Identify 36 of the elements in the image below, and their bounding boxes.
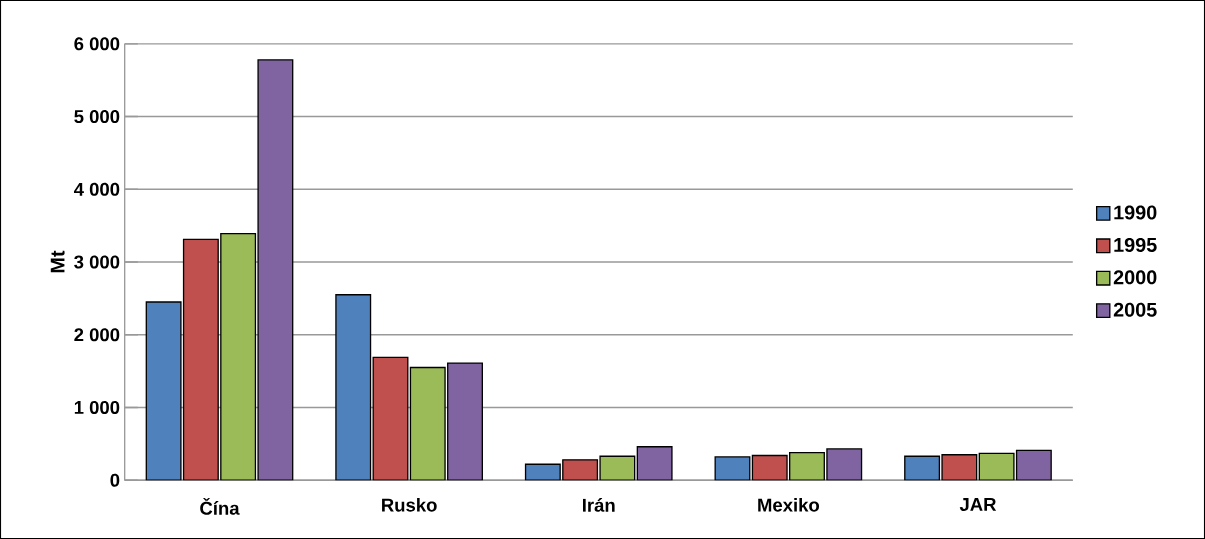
bar	[600, 456, 635, 481]
bar	[335, 294, 371, 481]
y-tick-label: 2 000	[74, 328, 120, 342]
y-tick-label: 6 000	[74, 37, 120, 51]
bar	[637, 446, 672, 481]
x-tick-label: JAR	[959, 498, 997, 511]
bar	[373, 357, 408, 481]
x-tick-label: Rusko	[382, 498, 437, 512]
y-tick-label: 1 000	[74, 400, 120, 415]
x-tick-label: Mexiko	[758, 498, 820, 512]
x-tick-label: Čína	[200, 498, 240, 515]
x-tick-label: Irán	[583, 498, 615, 512]
bar	[562, 459, 598, 481]
bar	[826, 448, 862, 481]
bar	[146, 301, 181, 481]
bar	[410, 367, 446, 481]
y-tick-label: 4 000	[73, 182, 120, 196]
bar	[715, 456, 750, 481]
bar	[447, 363, 483, 481]
bar	[978, 452, 1015, 481]
bar	[789, 452, 825, 481]
bar	[220, 233, 256, 481]
y-tick-label: 3 000	[74, 255, 120, 269]
legend-label: 1990	[1114, 205, 1157, 220]
legend-label: 2005	[1113, 302, 1157, 317]
y-tick-label: 5 000	[74, 109, 120, 124]
y-axis-title: Mt	[50, 250, 65, 273]
legend-label: 1995	[1114, 237, 1157, 252]
legend-label: 2000	[1113, 270, 1157, 285]
bar	[904, 455, 941, 481]
y-tick-label: 0	[110, 473, 120, 487]
bar	[1015, 449, 1052, 481]
bar	[941, 454, 978, 481]
bar	[183, 239, 219, 481]
bar	[258, 59, 293, 481]
bar	[752, 455, 788, 481]
